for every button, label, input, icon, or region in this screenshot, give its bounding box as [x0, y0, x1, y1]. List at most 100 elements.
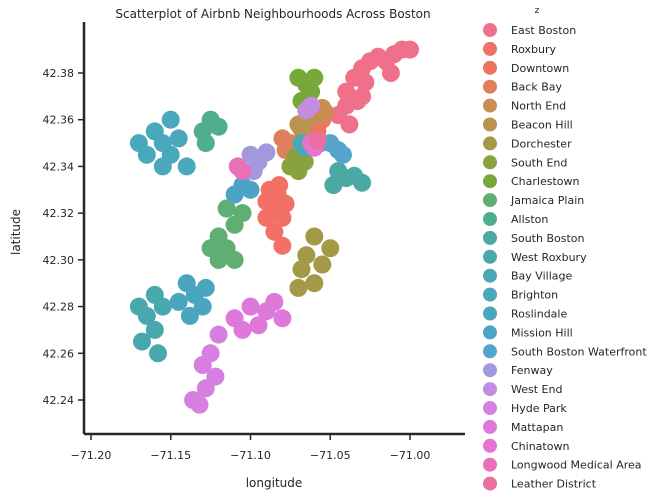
point-10-2 — [197, 134, 215, 152]
x-ticks: −71.20 −71.15 −71.10 −71.05 −71.00 — [71, 434, 431, 462]
legend-marker-11 — [483, 231, 497, 245]
legend: z East BostonRoxburyDowntownBack BayNort… — [483, 6, 647, 491]
legend-marker-18 — [483, 363, 497, 377]
point-6-2 — [313, 256, 331, 274]
point-0-14 — [382, 64, 400, 82]
legend-marker-9 — [483, 193, 497, 207]
legend-label-10: Allston — [511, 213, 548, 226]
point-14-3 — [154, 157, 172, 175]
legend-marker-3 — [483, 80, 497, 94]
legend-marker-10 — [483, 212, 497, 226]
x-tick-label-2: −71.10 — [230, 449, 271, 462]
legend-marker-7 — [483, 155, 497, 169]
y-tick-label-7: 42.38 — [43, 67, 75, 80]
legend-label-1: Roxbury — [511, 43, 557, 56]
legend-label-2: Downtown — [511, 62, 569, 75]
point-15-5 — [197, 279, 215, 297]
point-6-0 — [305, 228, 323, 246]
legend-label-16: Mission Hill — [511, 326, 573, 339]
legend-marker-17 — [483, 344, 497, 358]
y-axis-label: latitude — [9, 209, 23, 255]
legend-marker-13 — [483, 269, 497, 283]
point-9-4 — [226, 251, 244, 269]
legend-marker-16 — [483, 325, 497, 339]
legend-label-9: Jamaica Plain — [510, 194, 584, 207]
y-ticks: 42.24 42.26 42.28 42.30 42.32 42.34 42.36 42.38 — [43, 67, 85, 407]
legend-label-6: Dorchester — [511, 137, 572, 150]
point-6-5 — [293, 260, 311, 278]
legend-marker-23 — [483, 458, 497, 472]
legend-marker-2 — [483, 61, 497, 75]
legend-label-15: Roslindale — [511, 308, 567, 321]
legend-label-5: Beacon Hill — [511, 119, 573, 132]
legend-marker-19 — [483, 382, 497, 396]
point-6-3 — [305, 274, 323, 292]
x-axis-label: longitude — [246, 476, 303, 490]
legend-label-23: Longwood Medical Area — [511, 459, 642, 472]
point-18-2 — [257, 143, 275, 161]
point-8-4 — [305, 69, 323, 87]
legend-marker-21 — [483, 420, 497, 434]
point-1-9 — [270, 176, 288, 194]
legend-marker-4 — [483, 99, 497, 113]
point-21-5 — [226, 309, 244, 327]
legend-label-19: West End — [511, 383, 562, 396]
point-12-5 — [130, 298, 148, 316]
point-20-6 — [206, 368, 224, 386]
legend-marker-14 — [483, 288, 497, 302]
legend-marker-6 — [483, 136, 497, 150]
point-14-8 — [130, 134, 148, 152]
legend-marker-5 — [483, 118, 497, 132]
y-tick-label-0: 42.24 — [43, 394, 75, 407]
point-15-3 — [181, 307, 199, 325]
legend-marker-1 — [483, 42, 497, 56]
point-12-1 — [154, 298, 172, 316]
legend-marker-24 — [483, 477, 497, 491]
point-20-5 — [184, 391, 202, 409]
legend-label-24: Leather District — [511, 478, 597, 491]
y-tick-label-2: 42.28 — [43, 301, 75, 314]
point-17-2 — [334, 146, 352, 164]
point-24-0 — [309, 132, 327, 150]
point-21-6 — [265, 293, 283, 311]
legend-marker-15 — [483, 307, 497, 321]
legend-label-4: North End — [511, 100, 566, 113]
point-0-8 — [401, 41, 419, 59]
point-9-7 — [202, 239, 220, 257]
point-0-11 — [340, 115, 358, 133]
legend-label-18: Fenway — [511, 364, 553, 377]
x-tick-label-4: −71.00 — [390, 449, 431, 462]
legend-label-17: South Boston Waterfront — [511, 345, 647, 358]
point-21-2 — [273, 309, 291, 327]
y-tick-label-1: 42.26 — [43, 347, 75, 360]
point-10-3 — [210, 118, 228, 136]
points-layer — [130, 41, 419, 414]
legend-marker-22 — [483, 439, 497, 453]
legend-label-7: South End — [511, 156, 567, 169]
point-12-6 — [149, 344, 167, 362]
legend-label-11: South Boston — [511, 232, 585, 245]
point-9-3 — [234, 204, 252, 222]
point-14-6 — [162, 111, 180, 129]
point-0-15 — [353, 87, 371, 105]
point-16-2 — [226, 186, 244, 204]
y-tick-label-6: 42.36 — [43, 114, 75, 127]
legend-label-13: Bay Village — [511, 270, 572, 283]
point-11-3 — [353, 174, 371, 192]
x-tick-label-1: −71.15 — [150, 449, 191, 462]
x-tick-label-3: −71.05 — [310, 449, 351, 462]
y-tick-label-4: 42.32 — [43, 207, 75, 220]
point-21-3 — [250, 316, 268, 334]
legend-title: z — [535, 6, 540, 16]
point-11-4 — [324, 176, 342, 194]
point-14-7 — [178, 157, 196, 175]
legend-marker-8 — [483, 174, 497, 188]
point-1-7 — [277, 195, 295, 213]
legend-label-8: Charlestown — [511, 175, 580, 188]
legend-label-0: East Boston — [511, 24, 576, 37]
x-tick-label-0: −71.20 — [71, 449, 112, 462]
point-1-8 — [257, 209, 275, 227]
point-14-5 — [170, 129, 188, 147]
point-20-0 — [210, 326, 228, 344]
